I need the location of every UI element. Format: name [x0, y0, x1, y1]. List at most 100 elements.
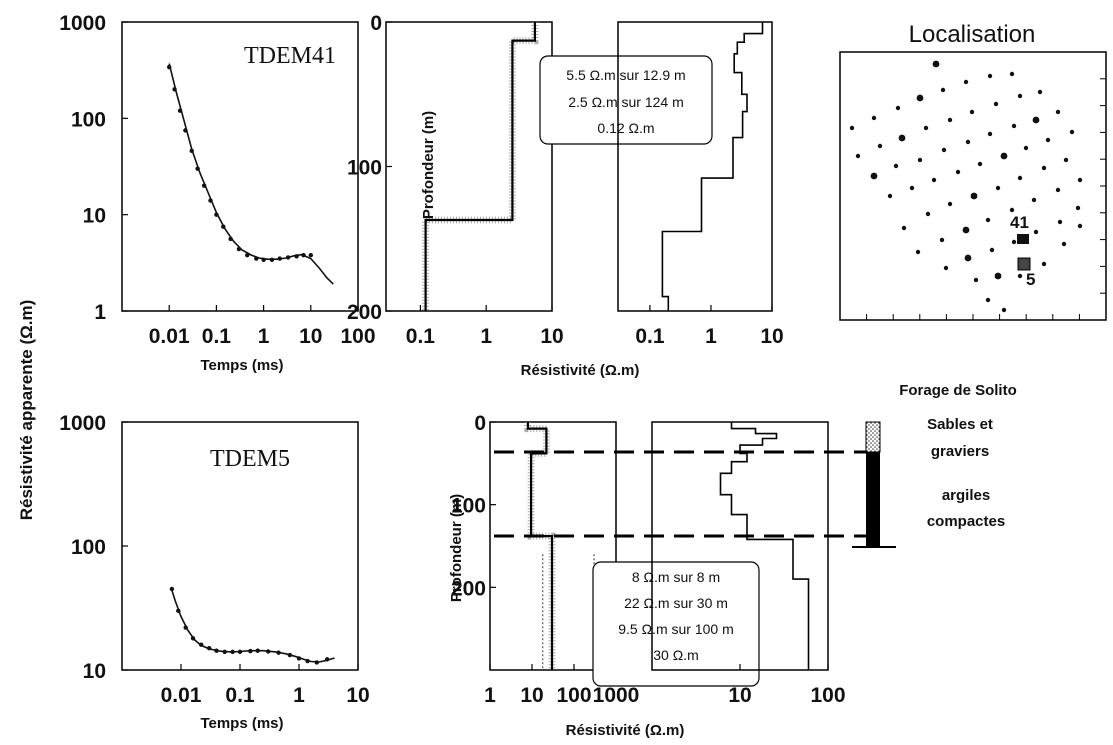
station-dot [955, 169, 961, 175]
sand-label: graviers [931, 443, 989, 460]
data-point [314, 660, 319, 665]
x-tick-label: 1 [484, 684, 496, 707]
station-dot [963, 79, 969, 85]
station-dot [1017, 273, 1023, 279]
station-dot [1009, 71, 1015, 77]
plot-frame [121, 21, 359, 312]
station-label: 5 [1026, 270, 1035, 289]
x-tick-label: 100 [810, 684, 845, 707]
clay-label: argiles [942, 487, 990, 504]
annotation-frame [592, 561, 760, 687]
data-point [301, 252, 306, 258]
station-dot [969, 109, 975, 115]
y-tick-label: 100 [451, 495, 486, 518]
station-dot [973, 277, 979, 283]
tdem5-multilayer-chart: 10 100 [651, 421, 846, 707]
model-curve [171, 589, 335, 663]
station-dot [1037, 89, 1043, 95]
annotation-box: 8 Ω.m sur 8 m 22 Ω.m sur 30 m 9.5 Ω.m su… [592, 561, 760, 687]
data-point [167, 64, 172, 70]
station-dot [1055, 187, 1061, 193]
station-dot [1031, 197, 1037, 203]
data-point [183, 128, 188, 133]
x-tick-label: 0.1 [202, 325, 232, 348]
data-point [230, 649, 235, 655]
station-dot [993, 101, 999, 107]
station-dot [947, 117, 953, 123]
data-point [228, 236, 233, 242]
x-tick-label: 0.1 [406, 325, 436, 348]
station-dot [964, 254, 972, 262]
station-dot [940, 87, 946, 93]
sand-label: Sables et [927, 416, 993, 433]
station-dot [1032, 116, 1040, 124]
top-resistivity-label: Résistivité (Ω.m) [521, 362, 640, 379]
station-dot [895, 105, 901, 111]
multilayer-model-line [719, 422, 810, 670]
annotation-line: 5.5 Ω.m sur 12.9 m [566, 67, 685, 83]
data-point [201, 183, 207, 188]
station-dot [898, 134, 906, 142]
station-dot [870, 172, 878, 180]
tdem5-sounding-chart: TDEM5 0.01 0.1 1 10 10 100 1000 Temps (ms) [59, 412, 369, 732]
station-points [849, 60, 1083, 313]
y-tick-label: 100 [347, 157, 382, 180]
data-point [265, 649, 271, 654]
annotation-line: 2.5 Ω.m sur 124 m [568, 94, 684, 110]
data-point [169, 586, 175, 592]
station-dot [1011, 123, 1017, 129]
y-tick-label: 1000 [59, 12, 106, 35]
x-tick-label: 10 [346, 684, 369, 707]
clay-label: compactes [927, 513, 1005, 530]
data-point [277, 256, 282, 261]
map-ticks [839, 51, 1107, 321]
station-dot [1041, 261, 1047, 267]
x-tick-label: 100 [340, 325, 375, 348]
data-point [190, 636, 196, 641]
station-dot [909, 185, 915, 191]
station-dot [1061, 241, 1067, 247]
station-dot [1009, 207, 1015, 213]
station-41-marker [1017, 234, 1029, 244]
y-tick-label: 1000 [59, 412, 106, 435]
data-point [177, 108, 183, 113]
equivalence-band [422, 22, 539, 311]
data-point [296, 656, 302, 661]
x-tick-label: 10 [540, 325, 563, 348]
data-point [287, 652, 293, 658]
x-tick-label: 1 [293, 684, 305, 707]
y-tick-label: 10 [83, 205, 106, 228]
data-point [308, 252, 313, 258]
station-5-marker [1017, 257, 1031, 271]
station-dot [1077, 177, 1083, 183]
plot-frame [617, 21, 773, 312]
data-point [324, 657, 330, 662]
y-tick-label: 100 [71, 536, 106, 559]
data-point [208, 198, 213, 203]
station-dot [916, 94, 924, 102]
localisation-map: Localisation 41 5 [839, 21, 1107, 321]
data-point [214, 648, 219, 653]
station-dot [1069, 129, 1075, 135]
station-dot [970, 192, 978, 200]
station-dot [932, 60, 940, 68]
x-tick-label: 0.1 [225, 684, 255, 707]
plot-frame [385, 21, 553, 312]
x-tick-label: 10 [728, 684, 751, 707]
data-point [248, 648, 253, 654]
x-tick-label: 1 [480, 325, 492, 348]
chart-title: TDEM5 [210, 446, 290, 472]
station-dot [943, 265, 949, 271]
y-tick-label: 0 [370, 12, 382, 35]
data-point [245, 252, 250, 258]
station-dot [1033, 229, 1039, 235]
station-dot [1023, 145, 1029, 151]
data-point [195, 166, 200, 171]
station-dot [1077, 223, 1083, 229]
data-point [206, 645, 212, 651]
x-axis-label: Temps (ms) [200, 357, 283, 374]
data-point [294, 254, 299, 259]
model-curve [168, 63, 334, 285]
